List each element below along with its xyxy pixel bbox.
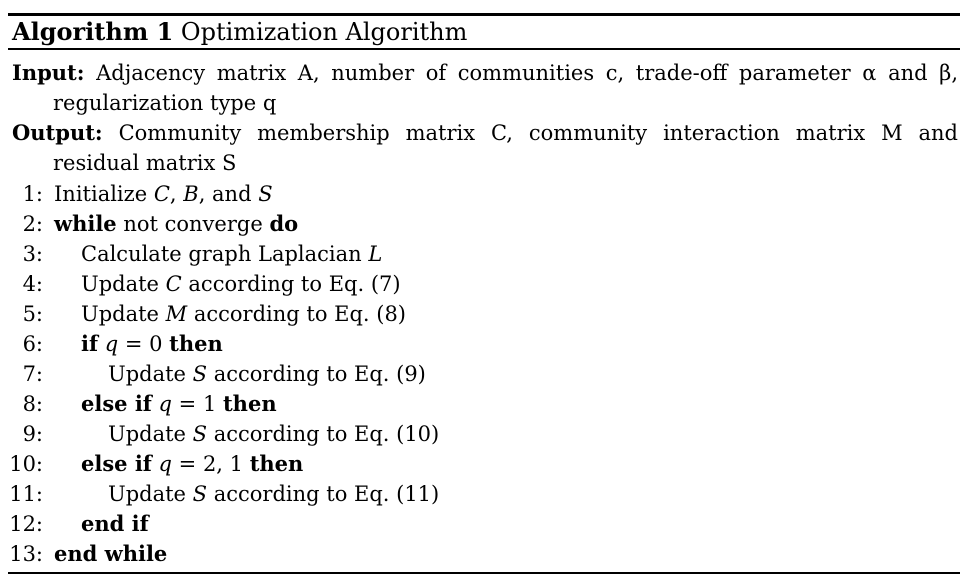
line-code: Update C according to Eq. (7) bbox=[81, 269, 401, 299]
code-text bbox=[152, 392, 159, 416]
code-text: according to Eq. (9) bbox=[207, 362, 426, 386]
line-number: 5: bbox=[22, 302, 43, 326]
keyword: then bbox=[249, 451, 304, 476]
math-symbol: B bbox=[183, 182, 199, 206]
keyword: then bbox=[222, 391, 277, 416]
line-number: 3: bbox=[22, 242, 43, 266]
code-text: according to Eq. (10) bbox=[207, 422, 440, 446]
top-rule bbox=[8, 13, 960, 16]
keyword: while bbox=[54, 211, 117, 236]
algorithm-input: Input: Adjacency matrix A, number of com… bbox=[12, 58, 958, 118]
code-text bbox=[152, 452, 159, 476]
line-number: 10: bbox=[9, 452, 43, 476]
line-code: end while bbox=[54, 539, 167, 569]
math-symbol: C bbox=[165, 272, 182, 296]
code-text: , bbox=[169, 182, 184, 206]
algorithm-output: Output: Community membership matrix C, c… bbox=[12, 118, 958, 178]
math-symbol: S bbox=[192, 362, 208, 386]
line-code: Calculate graph Laplacian L bbox=[81, 239, 382, 269]
keyword: then bbox=[169, 331, 223, 356]
line-number: 6: bbox=[22, 332, 43, 356]
code-text: Update bbox=[81, 272, 166, 296]
keyword: end while bbox=[54, 541, 168, 566]
line-code: Initialize C, B, and S bbox=[54, 179, 273, 209]
line-number: 4: bbox=[22, 272, 43, 296]
math-symbol: M bbox=[165, 302, 188, 326]
math-symbol: S bbox=[258, 182, 273, 206]
code-text: Update bbox=[108, 362, 193, 386]
algorithm-label: Algorithm 1 bbox=[12, 17, 174, 46]
code-text: , and bbox=[198, 182, 259, 206]
keyword: else if bbox=[81, 391, 152, 416]
code-text bbox=[98, 332, 105, 356]
math-symbol: C bbox=[153, 182, 170, 206]
line-code: Update S according to Eq. (11) bbox=[108, 479, 439, 509]
code-text: = 1 bbox=[172, 392, 223, 416]
caption-rule bbox=[8, 48, 960, 50]
input-label: Input: bbox=[12, 60, 85, 85]
line-code: else if q = 2, 1 then bbox=[81, 449, 303, 479]
line-code: end if bbox=[81, 509, 149, 539]
output-text: Community membership matrix C, community… bbox=[53, 121, 958, 175]
line-number: 13: bbox=[9, 542, 43, 566]
code-text: not converge bbox=[116, 212, 270, 236]
math-symbol: q bbox=[104, 332, 119, 356]
line-code: else if q = 1 then bbox=[81, 389, 277, 419]
line-number: 8: bbox=[22, 392, 43, 416]
code-text: Calculate graph Laplacian bbox=[81, 242, 369, 266]
code-text: Update bbox=[108, 422, 193, 446]
output-label: Output: bbox=[12, 120, 103, 145]
line-code: Update S according to Eq. (9) bbox=[108, 359, 426, 389]
line-number: 11: bbox=[9, 482, 43, 506]
math-symbol: S bbox=[192, 422, 208, 446]
keyword: else if bbox=[81, 451, 152, 476]
line-code: while not converge do bbox=[54, 209, 298, 239]
line-number: 7: bbox=[22, 362, 43, 386]
code-text: = 0 bbox=[118, 332, 170, 356]
keyword: do bbox=[269, 211, 299, 236]
line-number: 2: bbox=[22, 212, 43, 236]
line-number: 1: bbox=[22, 182, 43, 206]
line-number: 9: bbox=[22, 422, 43, 446]
algorithm-caption: Algorithm 1 Optimization Algorithm bbox=[12, 17, 467, 46]
code-text: according to Eq. (11) bbox=[207, 482, 440, 506]
line-code: if q = 0 then bbox=[81, 329, 223, 359]
math-symbol: q bbox=[158, 452, 172, 476]
code-text: according to Eq. (7) bbox=[181, 272, 401, 296]
input-text: Adjacency matrix A, number of communitie… bbox=[53, 61, 959, 115]
code-text: Update bbox=[81, 302, 166, 326]
math-symbol: S bbox=[192, 482, 208, 506]
code-text: Update bbox=[108, 482, 193, 506]
line-number: 12: bbox=[9, 512, 43, 536]
keyword: end if bbox=[81, 511, 149, 536]
code-text: according to Eq. (8) bbox=[187, 302, 407, 326]
code-text: Initialize bbox=[54, 182, 154, 206]
code-text: = 2, 1 bbox=[172, 452, 250, 476]
algorithm-title: Optimization Algorithm bbox=[180, 18, 468, 46]
line-code: Update S according to Eq. (10) bbox=[108, 419, 439, 449]
math-symbol: L bbox=[368, 242, 383, 266]
keyword: if bbox=[81, 331, 99, 356]
bottom-rule bbox=[8, 572, 960, 574]
math-symbol: q bbox=[158, 392, 172, 416]
line-code: Update M according to Eq. (8) bbox=[81, 299, 406, 329]
